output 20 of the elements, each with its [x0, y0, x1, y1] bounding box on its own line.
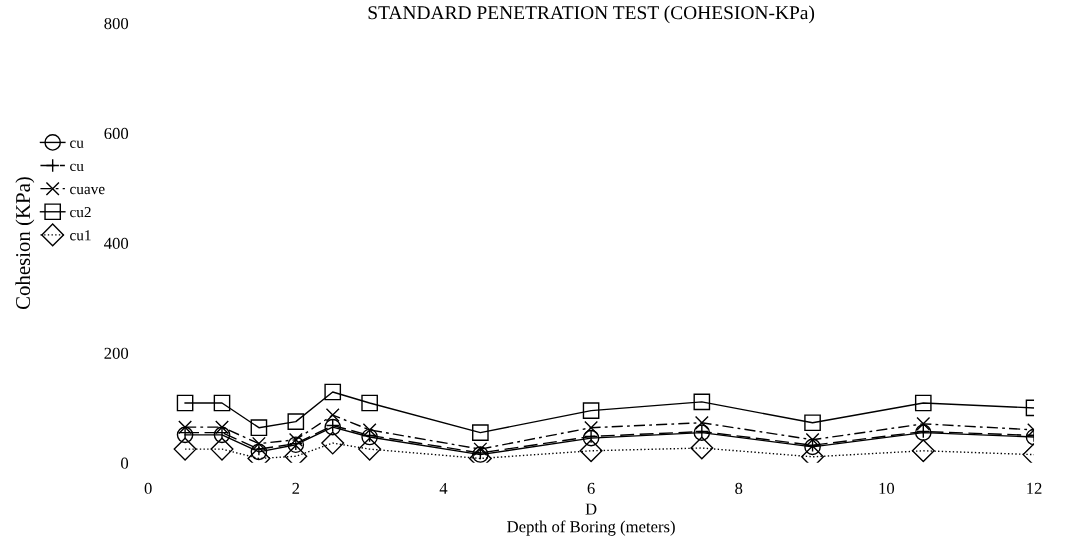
- y-tick-label: 200: [104, 347, 129, 359]
- legend-label: cuave: [70, 186, 105, 195]
- legend-label: cu2: [70, 207, 91, 218]
- x-tick-label: 10: [879, 482, 895, 495]
- x-tick-label: 8: [735, 482, 743, 495]
- y-tick-label: 0: [121, 457, 129, 469]
- legend-label: cu1: [70, 230, 91, 241]
- x-axis-title: D Depth of Boring (meters): [507, 503, 675, 536]
- x-tick-label: 6: [587, 482, 595, 495]
- y-tick-label: 600: [104, 127, 129, 140]
- chart-title: STANDARD PENETRATION TEST (COHESION-KPa): [368, 5, 815, 24]
- x-tick-label: 0: [144, 482, 152, 495]
- y-tick-label: 800: [104, 17, 129, 30]
- x-tick-label: 12: [1027, 482, 1042, 494]
- x-tick-label: 2: [292, 482, 300, 494]
- legend-label: cu: [70, 163, 84, 172]
- x-tick-label: 4: [439, 482, 448, 494]
- y-axis-title: Cohesion (KPa): [15, 177, 35, 310]
- legend-label: cu: [70, 140, 84, 148]
- y-tick-label: 400: [104, 237, 129, 249]
